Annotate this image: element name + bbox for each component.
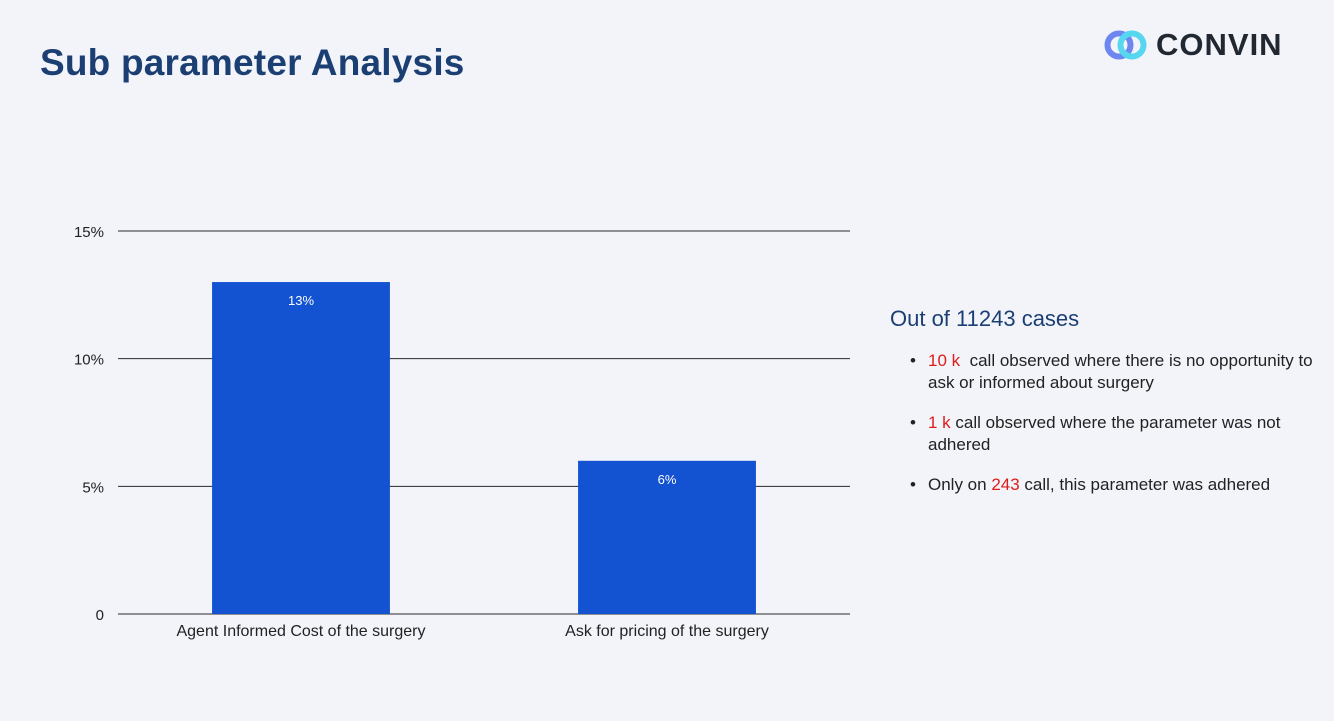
bar-data-label: 6% [658, 472, 677, 487]
bars: 13% 6% [212, 282, 756, 614]
summary-bullet: Only on 243 call, this parameter was adh… [910, 474, 1320, 496]
bar [578, 460, 756, 614]
bar-chart: 13% 6% 0 5% 10% 15% Agent Informed Cost of t… [74, 224, 850, 640]
summary-heading: Out of 11243 cases [890, 306, 1080, 331]
brand-logo: CONVIN [1104, 27, 1283, 63]
page-title: Sub parameter Analysis [40, 42, 465, 83]
x-category-label: Ask for pricing of the surgery [565, 623, 769, 640]
x-axis-categories: Agent Informed Cost of the surgery Ask fo… [176, 623, 768, 640]
bar-data-label: 13% [288, 293, 314, 308]
summary-bullet: 1 k call observed where the parameter wa… [910, 412, 1320, 456]
convin-logo-icon [1104, 30, 1147, 60]
y-tick-label: 0 [96, 607, 104, 624]
x-category-label: Agent Informed Cost of the surgery [176, 623, 425, 640]
logo-text: CONVIN [1156, 27, 1283, 62]
summary-bullet: 10 k call observed where there is no opp… [910, 350, 1320, 394]
bar [212, 282, 390, 614]
summary-panel: Out of 11243 cases 10 k call observed wh… [890, 306, 1320, 514]
y-tick-label: 10% [74, 352, 104, 369]
highlight-value: 1 k [928, 413, 951, 432]
summary-list: 10 k call observed where there is no opp… [890, 350, 1320, 496]
y-axis-ticks: 0 5% 10% 15% [74, 224, 104, 624]
y-tick-label: 15% [74, 224, 104, 241]
y-tick-label: 5% [82, 479, 104, 496]
highlight-value: 243 [991, 475, 1020, 494]
highlight-value: 10 k [928, 351, 961, 370]
